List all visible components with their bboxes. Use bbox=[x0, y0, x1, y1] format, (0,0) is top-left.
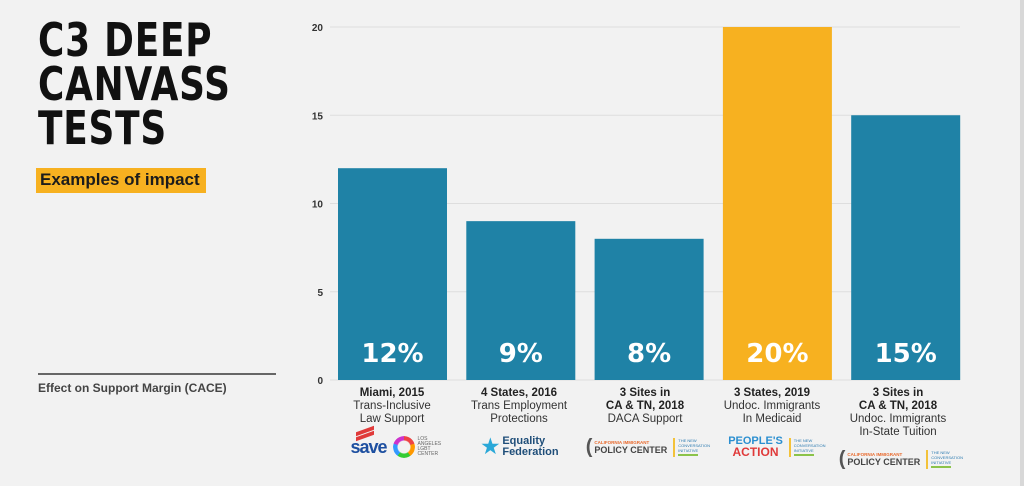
category-line: Protections bbox=[490, 413, 548, 425]
new-conversation-logo: THE NEW CONVERSATION INITIATIVE bbox=[926, 449, 963, 469]
category-line: Law Support bbox=[359, 413, 425, 425]
category-line: 3 Sites in bbox=[619, 387, 671, 399]
y-tick-label: 15 bbox=[312, 111, 324, 122]
save-logo: save bbox=[350, 436, 387, 457]
la-lgbt-center-logo: LOS ANGELES LGBT CENTER bbox=[392, 436, 441, 458]
cipc-logo: ( CALIFORNIA IMMIGRANT POLICY CENTER bbox=[585, 435, 668, 458]
y-tick-label: 20 bbox=[312, 23, 324, 34]
data-label: 9% bbox=[499, 339, 543, 369]
y-axis-label: Effect on Support Margin (CACE) bbox=[38, 381, 227, 395]
data-label: 8% bbox=[627, 339, 671, 369]
category-line: 4 States, 2016 bbox=[480, 387, 558, 399]
category-line: Miami, 2015 bbox=[359, 387, 425, 399]
category-line: 3 Sites in bbox=[872, 387, 924, 399]
category-line: Trans-Inclusive bbox=[353, 400, 431, 412]
category-label: 3 Sites in CA & TN, 2018 DACA Support bbox=[580, 387, 710, 426]
subtitle-badge: Examples of impact bbox=[36, 168, 206, 193]
y-tick-label: 0 bbox=[317, 376, 323, 387]
rainbow-ring-icon bbox=[392, 436, 415, 458]
bar bbox=[594, 238, 704, 380]
data-label: 15% bbox=[875, 339, 937, 369]
category-line: CA & TN, 2018 bbox=[858, 400, 938, 412]
c-arc-icon: ( bbox=[585, 435, 593, 458]
category-label: 3 Sites in CA & TN, 2018 Undoc. Immigran… bbox=[833, 387, 963, 439]
star-icon: ★ bbox=[481, 435, 500, 458]
data-label: 20% bbox=[746, 339, 808, 369]
category-line: CA & TN, 2018 bbox=[605, 400, 685, 412]
cipc-logo: ( CALIFORNIA IMMIGRANT POLICY CENTER bbox=[838, 447, 921, 470]
new-conversation-logo: THE NEW CONVERSATION INITIATIVE bbox=[788, 437, 826, 457]
new-conversation-logo: THE NEW CONVERSATION INITIATIVE bbox=[673, 437, 710, 457]
category-line: 3 States, 2019 bbox=[733, 387, 811, 399]
category-line: In-State Tuition bbox=[859, 426, 937, 438]
category-label: 3 States, 2019 Undoc. Immigrants In Medi… bbox=[707, 387, 837, 426]
partner-logos: PEOPLE'S ACTION THE NEW CONVERSATION INI… bbox=[720, 432, 830, 462]
y-tick-label: 5 bbox=[317, 288, 323, 299]
category-line: In Medicaid bbox=[742, 413, 802, 425]
c-arc-icon: ( bbox=[838, 447, 846, 470]
partner-logos: ( CALIFORNIA IMMIGRANT POLICY CENTER THE… bbox=[835, 444, 963, 474]
category-label: Miami, 2015 Trans-Inclusive Law Support bbox=[327, 387, 457, 426]
category-line: Trans Employment bbox=[470, 400, 568, 412]
bar bbox=[722, 27, 832, 380]
y-tick-label: 10 bbox=[312, 200, 324, 211]
category-line: DACA Support bbox=[607, 413, 683, 425]
bar bbox=[851, 115, 961, 380]
peoples-action-logo: PEOPLE'S ACTION bbox=[728, 435, 783, 459]
page-title: C3 DEEP CANVASS TESTS bbox=[38, 13, 231, 155]
bar bbox=[338, 168, 447, 380]
partner-logos: ( CALIFORNIA IMMIGRANT POLICY CENTER THE… bbox=[582, 432, 710, 462]
partner-logos: save LOS ANGELES LGBT CENTER bbox=[340, 432, 450, 462]
data-label: 12% bbox=[361, 339, 423, 369]
slide-edge bbox=[1020, 0, 1024, 486]
category-line: Undoc. Immigrants bbox=[723, 400, 821, 412]
y-axis-label-rule bbox=[38, 373, 276, 375]
equality-federation-logo: ★ Equality Federation bbox=[481, 435, 559, 458]
title-line: CANVASS bbox=[38, 57, 231, 111]
category-label: 4 States, 2016 Trans Employment Protecti… bbox=[454, 387, 584, 426]
title-line: TESTS bbox=[38, 101, 168, 155]
title-line: C3 DEEP bbox=[38, 13, 213, 67]
bar bbox=[466, 221, 576, 380]
category-line: Undoc. Immigrants bbox=[849, 413, 947, 425]
partner-logos: ★ Equality Federation bbox=[465, 432, 575, 462]
